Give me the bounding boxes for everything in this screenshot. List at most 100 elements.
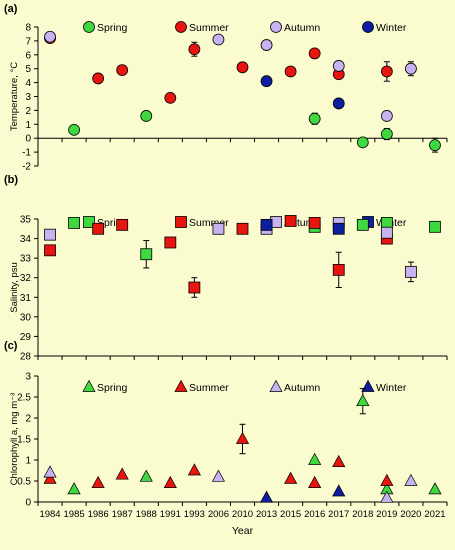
data-point-summer [284, 65, 297, 78]
data-point-autumn [380, 226, 393, 239]
data-point-winter [332, 484, 346, 497]
data-point-spring [356, 218, 369, 231]
x-tick-label: 1986 [88, 509, 109, 520]
data-point-spring [68, 217, 80, 229]
x-tick-label: 1984 [39, 509, 60, 520]
data-point-summer [236, 222, 249, 235]
data-point-spring [308, 112, 321, 125]
x-tick-label: 1988 [136, 509, 157, 520]
data-point-summer [187, 463, 201, 476]
data-point-autumn [405, 265, 417, 278]
y-tick-label: 0 [25, 498, 31, 509]
data-point-summer [284, 471, 298, 484]
data-point-summer [44, 244, 56, 257]
legend-label-winter: Winter [376, 22, 407, 34]
data-point-spring [428, 482, 442, 495]
y-tick-label: -2 [22, 162, 31, 173]
y-tick-label: 1.5 [17, 435, 31, 446]
data-point-summer [380, 65, 393, 78]
y-axis-label: Salinity, psu [9, 262, 20, 313]
y-axis-label: Temperature, °C [9, 62, 20, 131]
x-tick-label: 2015 [280, 509, 301, 520]
y-axis-label: Chlorophyll a, mg m⁻³ [9, 393, 20, 486]
y-tick-label: 34 [20, 234, 32, 245]
legend-marker-autumn [270, 21, 282, 33]
x-tick-label: 2010 [232, 509, 253, 520]
x-tick-label: 2018 [352, 509, 373, 520]
data-point-summer [115, 467, 129, 480]
y-tick-label: 7 [25, 36, 31, 47]
y-tick-label: 0 [25, 134, 31, 145]
data-point-spring [308, 452, 322, 465]
data-point-summer [235, 431, 250, 444]
data-point-summer [116, 218, 129, 231]
data-point-summer [380, 473, 394, 486]
y-tick-label: 1 [25, 456, 31, 467]
y-tick-label: 29 [20, 332, 32, 343]
y-tick-label: 4 [25, 78, 31, 89]
y-tick-label: 30 [20, 312, 32, 323]
data-point-spring [139, 469, 153, 482]
y-tick-label: -1 [22, 148, 31, 159]
data-point-summer [92, 222, 105, 235]
data-point-summer [308, 217, 321, 229]
data-point-autumn [405, 62, 417, 75]
data-point-autumn [380, 110, 393, 122]
data-point-autumn [260, 39, 273, 51]
legend-marker-autumn [269, 379, 283, 392]
x-tick-label: 1987 [112, 509, 133, 520]
panel-label: (a) [4, 3, 18, 15]
data-point-summer [164, 236, 177, 249]
legend-label-autumn: Autumn [284, 22, 320, 34]
legend-marker-summer [174, 379, 188, 392]
data-point-spring [356, 136, 369, 149]
data-point-autumn [380, 490, 394, 503]
panel-label: (b) [4, 174, 18, 186]
panel-c: (c) 0 0.5 1 1.5 2 2.5 3 Chlorophyll a, mg m⁻³ Spr… [4, 340, 448, 537]
y-tick-label: 2 [25, 414, 31, 425]
y-tick-label: 3 [25, 372, 31, 383]
data-point-winter [332, 97, 345, 110]
data-point-summer [164, 91, 177, 104]
y-tick-label: 6 [25, 50, 31, 61]
data-point-spring [140, 110, 153, 122]
data-point-autumn [44, 30, 56, 43]
data-point-spring [140, 248, 153, 261]
y-tick-label: 2.5 [17, 393, 31, 404]
data-point-summer [43, 471, 57, 484]
legend-label-spring: Spring [97, 22, 128, 34]
x-tick-label: 2006 [208, 509, 229, 520]
legend-marker-summer [175, 21, 187, 33]
data-point-spring [68, 123, 80, 136]
data-point-summer [163, 475, 177, 488]
data-point-autumn [211, 469, 226, 482]
y-tick-label: 2 [25, 106, 31, 117]
data-point-summer [332, 454, 346, 467]
y-tick-label: 0.5 [17, 477, 31, 488]
x-tick-label: 2016 [304, 509, 325, 520]
x-tick-label: 2020 [400, 509, 421, 520]
legend-label-autumn: Autumn [284, 382, 320, 394]
data-point-autumn [332, 60, 345, 72]
legend-marker-winter [362, 21, 374, 33]
legend-label-spring: Spring [97, 382, 128, 394]
x-tick-label: 1985 [64, 509, 85, 520]
data-point-winter [260, 218, 273, 231]
y-tick-label: 3 [25, 92, 31, 103]
data-point-spring [380, 128, 393, 140]
data-point-summer [284, 215, 297, 227]
data-point-autumn [43, 465, 57, 478]
legend-marker-winter [361, 379, 375, 392]
legend-label-summer: Summer [189, 22, 229, 34]
panel-label: (c) [4, 340, 18, 352]
data-point-summer [92, 72, 105, 85]
data-point-spring [429, 139, 441, 152]
x-tick-label: 2021 [424, 509, 445, 520]
data-point-autumn [44, 228, 56, 241]
data-point-summer [188, 281, 201, 294]
data-point-summer [308, 475, 322, 488]
data-point-spring [67, 482, 81, 495]
panel-a: (a) -2 -1 0 1 2 3 4 5 6 7 8 Temperature, °C Spring Sum… [4, 3, 448, 173]
